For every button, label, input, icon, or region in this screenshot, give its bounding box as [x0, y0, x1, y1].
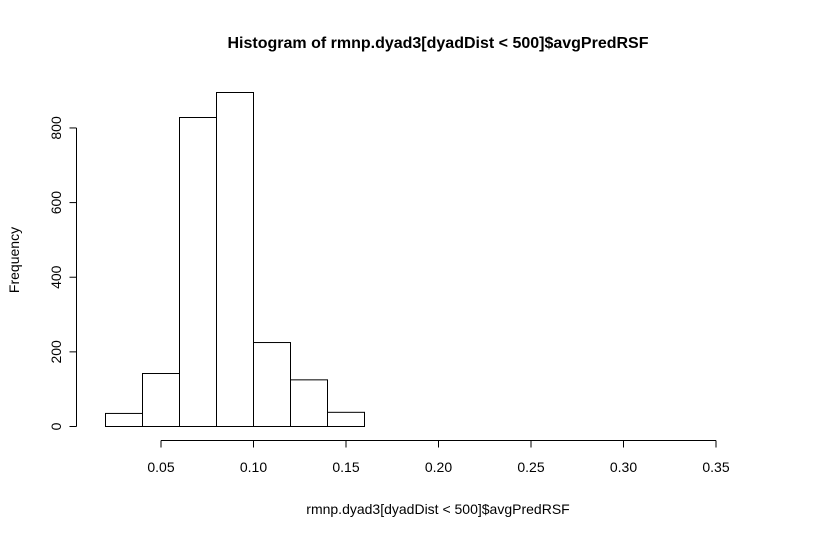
x-axis-label: rmnp.dyad3[dyadDist < 500]$avgPredRSF	[306, 501, 569, 517]
histogram-bar	[290, 379, 328, 428]
y-tick-label: 0	[48, 422, 64, 430]
y-ticks-group: 0 200 400 600 800	[48, 116, 77, 430]
histogram-bar	[179, 117, 217, 427]
x-tick-label: 0.10	[240, 459, 267, 475]
histogram-bar	[105, 412, 143, 427]
y-tick-label: 200	[48, 340, 64, 364]
x-tick-label: 0.25	[517, 459, 544, 475]
chart-title: Histogram of rmnp.dyad3[dyadDist < 500]$…	[228, 35, 649, 52]
histogram-bar	[142, 373, 180, 427]
histogram-bar	[253, 342, 291, 427]
x-tick-label: 0.35	[702, 459, 729, 475]
histogram-bar	[216, 92, 254, 427]
bars-group	[105, 92, 365, 428]
x-tick-label: 0.05	[147, 459, 174, 475]
y-axis-label: Frequency	[6, 227, 22, 293]
y-tick-label: 400	[48, 265, 64, 289]
y-tick-label: 800	[48, 116, 64, 140]
histogram-bar	[327, 411, 365, 428]
x-ticks-group: 0.05 0.10 0.15 0.20 0.25 0.30 0.35	[147, 440, 730, 475]
x-tick-label: 0.20	[425, 459, 452, 475]
y-tick-label: 600	[48, 191, 64, 215]
x-tick-label: 0.15	[332, 459, 359, 475]
x-tick-label: 0.30	[610, 459, 637, 475]
